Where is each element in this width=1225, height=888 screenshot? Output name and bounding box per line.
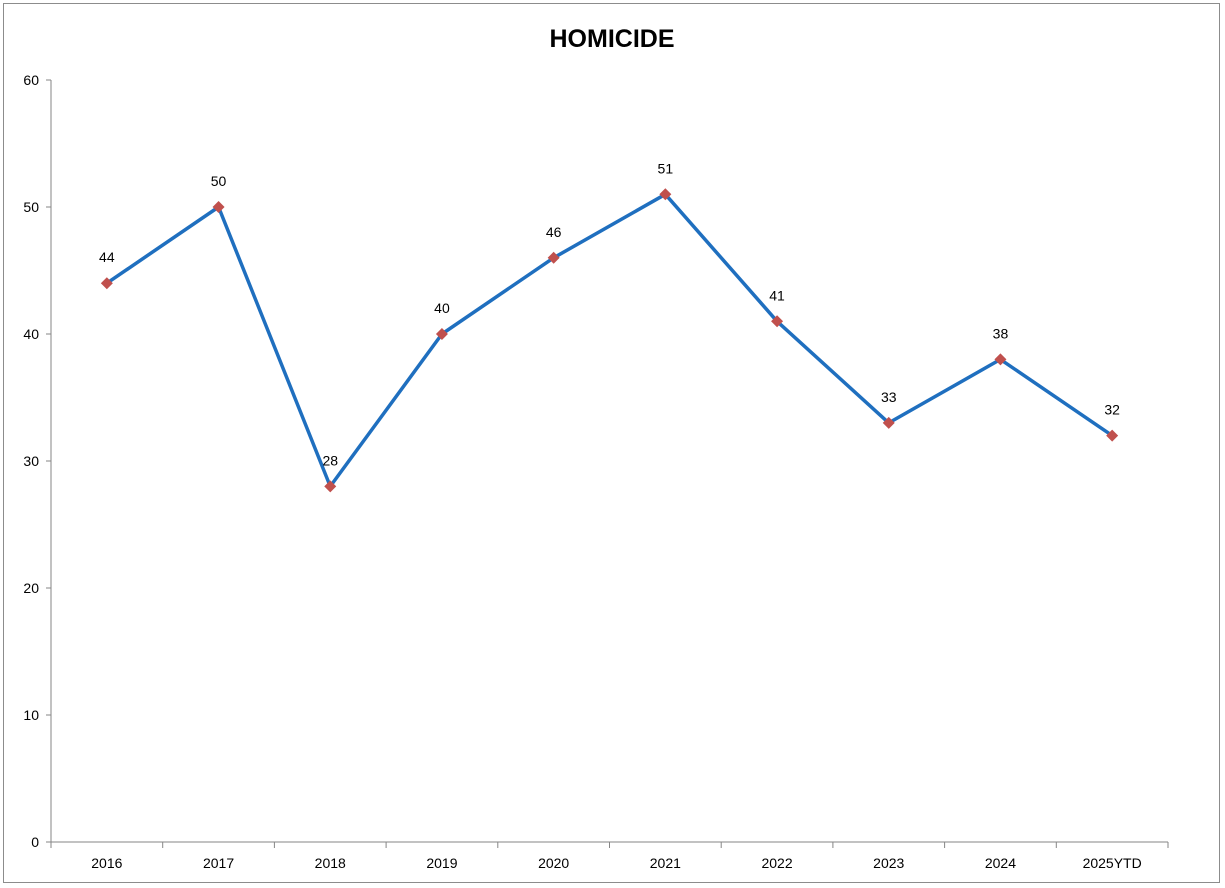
y-tick-label: 40 (23, 326, 39, 342)
x-tick-label: 2019 (426, 855, 457, 871)
data-label: 33 (881, 389, 897, 405)
series-layer (100, 188, 1119, 493)
y-tick-label: 0 (31, 834, 39, 850)
y-tick-label: 20 (23, 580, 39, 596)
data-label: 28 (322, 452, 338, 468)
data-point-marker (547, 251, 560, 264)
data-point-marker (882, 416, 895, 429)
x-tick-label: 2018 (315, 855, 346, 871)
y-tick-label: 30 (23, 453, 39, 469)
data-labels-layer: 44 50 28 40 46 51 41 33 38 32 (99, 160, 1120, 468)
x-tick-label: 2016 (91, 855, 122, 871)
data-label: 32 (1104, 402, 1120, 418)
data-point-marker (100, 277, 113, 290)
data-point-marker (324, 480, 337, 493)
x-tick-label: 2024 (985, 855, 1016, 871)
y-tick-label: 50 (23, 199, 39, 215)
data-label: 38 (993, 325, 1009, 341)
series-line (105, 192, 1114, 489)
chart-frame (3, 3, 1220, 883)
data-label: 46 (546, 224, 562, 240)
data-point-marker (212, 201, 225, 213)
data-label: 40 (434, 300, 450, 316)
x-tick-label: 2021 (650, 855, 681, 871)
y-tick-label: 60 (23, 72, 39, 88)
data-label: 50 (211, 173, 227, 189)
data-label: 51 (658, 160, 674, 176)
x-tick-label: 2017 (203, 855, 234, 871)
data-label: 41 (769, 287, 785, 303)
chart-title: HOMICIDE (550, 25, 675, 53)
x-tick-label: 2022 (761, 855, 792, 871)
y-axis: 0 10 20 30 40 50 60 (23, 72, 52, 850)
data-label: 44 (99, 249, 115, 265)
data-point-marker (1106, 429, 1119, 442)
x-tick-label: 2025YTD (1083, 855, 1142, 871)
y-tick-label: 10 (23, 707, 39, 723)
data-point-marker (771, 315, 784, 328)
data-point-marker (994, 353, 1007, 366)
data-point-marker (435, 328, 448, 340)
x-tick-label: 2020 (538, 855, 569, 871)
x-tick-label: 2023 (873, 855, 904, 871)
data-point-marker (659, 188, 672, 201)
x-axis: 2016 2017 2018 2019 2020 2021 2022 2023 2024 2025… (50, 841, 1169, 871)
